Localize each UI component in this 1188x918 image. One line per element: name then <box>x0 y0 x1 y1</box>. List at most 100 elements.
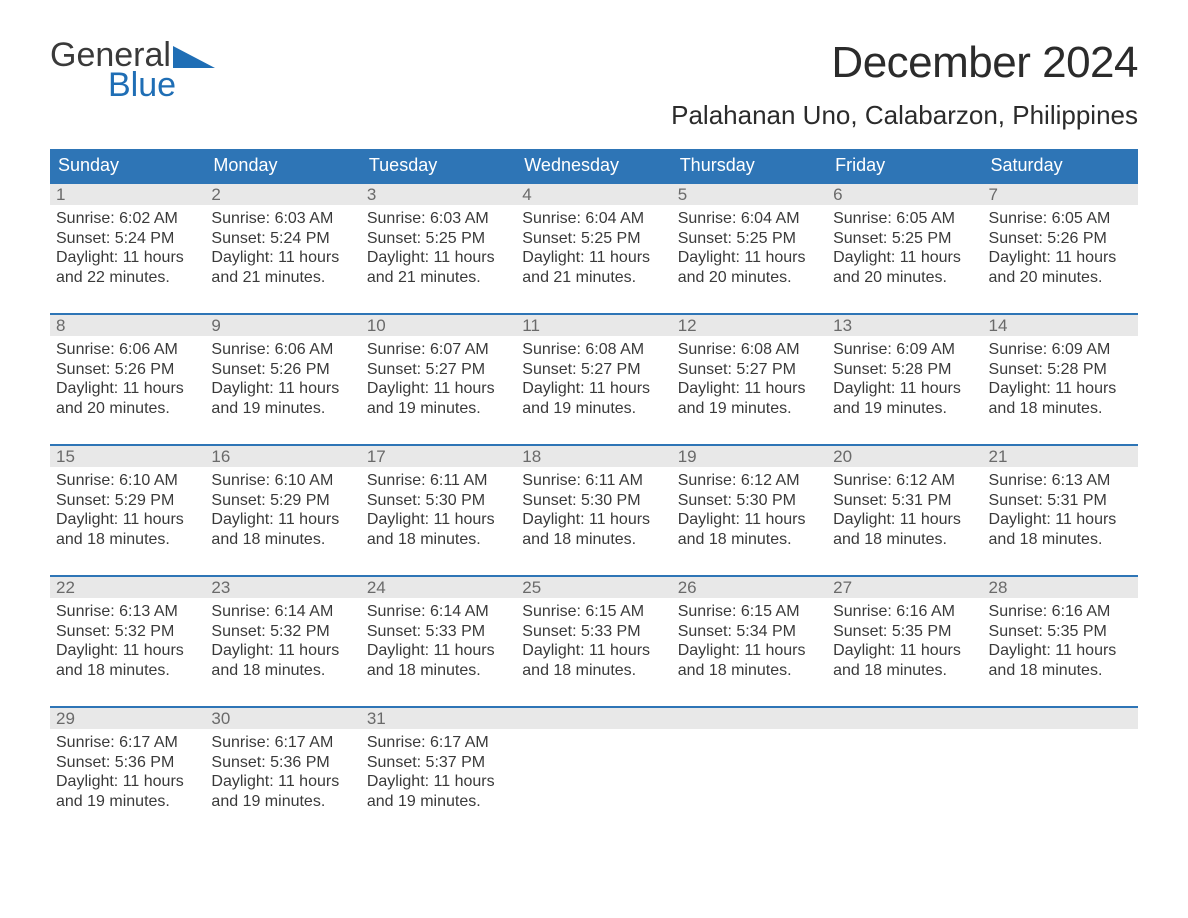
daylight-text-line2: and 18 minutes. <box>678 530 821 550</box>
sunrise-text: Sunrise: 6:03 AM <box>211 209 354 229</box>
sunset-text: Sunset: 5:27 PM <box>522 360 665 380</box>
sunset-text: Sunset: 5:35 PM <box>833 622 976 642</box>
sunset-text: Sunset: 5:24 PM <box>211 229 354 249</box>
sunrise-text: Sunrise: 6:06 AM <box>56 340 199 360</box>
day-number: 12 <box>672 315 827 336</box>
daylight-text-line2: and 18 minutes. <box>367 661 510 681</box>
sunset-text: Sunset: 5:28 PM <box>989 360 1132 380</box>
daylight-text-line2: and 19 minutes. <box>833 399 976 419</box>
daylight-text-line2: and 22 minutes. <box>56 268 199 288</box>
week-daynum-row: 22232425262728 <box>50 575 1138 598</box>
daylight-text-line2: and 19 minutes. <box>56 792 199 812</box>
week-daynum-row: 15161718192021 <box>50 444 1138 467</box>
day-of-week-header: Sunday Monday Tuesday Wednesday Thursday… <box>50 149 1138 182</box>
day-cell <box>516 729 671 811</box>
sunset-text: Sunset: 5:25 PM <box>522 229 665 249</box>
page-title: December 2024 <box>671 38 1138 88</box>
sunset-text: Sunset: 5:30 PM <box>522 491 665 511</box>
brand-word-2: Blue <box>108 68 215 102</box>
daylight-text-line1: Daylight: 11 hours <box>211 248 354 268</box>
sunrise-text: Sunrise: 6:16 AM <box>833 602 976 622</box>
calendar: Sunday Monday Tuesday Wednesday Thursday… <box>50 149 1138 811</box>
location-subtitle: Palahanan Uno, Calabarzon, Philippines <box>671 100 1138 131</box>
daylight-text-line1: Daylight: 11 hours <box>522 379 665 399</box>
sunset-text: Sunset: 5:33 PM <box>367 622 510 642</box>
daylight-text-line2: and 18 minutes. <box>833 661 976 681</box>
week-body-row: Sunrise: 6:17 AMSunset: 5:36 PMDaylight:… <box>50 729 1138 811</box>
daylight-text-line1: Daylight: 11 hours <box>367 772 510 792</box>
daylight-text-line1: Daylight: 11 hours <box>989 641 1132 661</box>
header: General Blue December 2024 Palahanan Uno… <box>50 38 1138 131</box>
sunrise-text: Sunrise: 6:04 AM <box>522 209 665 229</box>
dow-tuesday: Tuesday <box>361 149 516 182</box>
daylight-text-line2: and 19 minutes. <box>678 399 821 419</box>
daylight-text-line2: and 19 minutes. <box>367 399 510 419</box>
day-number: 19 <box>672 446 827 467</box>
day-cell <box>983 729 1138 811</box>
day-number: 9 <box>205 315 360 336</box>
daylight-text-line1: Daylight: 11 hours <box>678 248 821 268</box>
daylight-text-line1: Daylight: 11 hours <box>56 772 199 792</box>
daylight-text-line1: Daylight: 11 hours <box>56 248 199 268</box>
daylight-text-line2: and 18 minutes. <box>211 530 354 550</box>
sunset-text: Sunset: 5:27 PM <box>367 360 510 380</box>
day-cell <box>672 729 827 811</box>
day-cell: Sunrise: 6:12 AMSunset: 5:31 PMDaylight:… <box>827 467 982 549</box>
daylight-text-line1: Daylight: 11 hours <box>989 379 1132 399</box>
sunset-text: Sunset: 5:29 PM <box>211 491 354 511</box>
day-cell: Sunrise: 6:11 AMSunset: 5:30 PMDaylight:… <box>516 467 671 549</box>
sunrise-text: Sunrise: 6:15 AM <box>522 602 665 622</box>
daylight-text-line2: and 18 minutes. <box>522 530 665 550</box>
day-cell: Sunrise: 6:16 AMSunset: 5:35 PMDaylight:… <box>983 598 1138 680</box>
daylight-text-line1: Daylight: 11 hours <box>56 510 199 530</box>
week-daynum-row: 891011121314 <box>50 313 1138 336</box>
sunrise-text: Sunrise: 6:09 AM <box>833 340 976 360</box>
day-cell: Sunrise: 6:14 AMSunset: 5:32 PMDaylight:… <box>205 598 360 680</box>
daylight-text-line2: and 18 minutes. <box>56 661 199 681</box>
sunset-text: Sunset: 5:29 PM <box>56 491 199 511</box>
day-number: 23 <box>205 577 360 598</box>
sunrise-text: Sunrise: 6:13 AM <box>989 471 1132 491</box>
day-cell: Sunrise: 6:12 AMSunset: 5:30 PMDaylight:… <box>672 467 827 549</box>
day-number: 11 <box>516 315 671 336</box>
sunrise-text: Sunrise: 6:05 AM <box>833 209 976 229</box>
daylight-text-line2: and 18 minutes. <box>833 530 976 550</box>
brand-logo: General Blue <box>50 38 215 102</box>
day-number: 29 <box>50 708 205 729</box>
daylight-text-line1: Daylight: 11 hours <box>989 248 1132 268</box>
sunrise-text: Sunrise: 6:09 AM <box>989 340 1132 360</box>
sunrise-text: Sunrise: 6:08 AM <box>678 340 821 360</box>
dow-thursday: Thursday <box>672 149 827 182</box>
sunrise-text: Sunrise: 6:10 AM <box>56 471 199 491</box>
day-number: 2 <box>205 184 360 205</box>
sunset-text: Sunset: 5:35 PM <box>989 622 1132 642</box>
daylight-text-line2: and 20 minutes. <box>989 268 1132 288</box>
calendar-week: 22232425262728 Sunrise: 6:13 AM Sunset: 5:… <box>50 575 1138 680</box>
daylight-text-line1: Daylight: 11 hours <box>367 641 510 661</box>
sunrise-text: Sunrise: 6:13 AM <box>56 602 199 622</box>
daylight-text-line1: Daylight: 11 hours <box>367 510 510 530</box>
day-cell: Sunrise: 6:15 AMSunset: 5:34 PMDaylight:… <box>672 598 827 680</box>
day-cell: Sunrise: 6:17 AMSunset: 5:36 PMDaylight:… <box>205 729 360 811</box>
day-cell: Sunrise: 6:08 AMSunset: 5:27 PMDaylight:… <box>672 336 827 418</box>
daylight-text-line1: Daylight: 11 hours <box>678 641 821 661</box>
sunrise-text: Sunrise: 6:14 AM <box>367 602 510 622</box>
daylight-text-line1: Daylight: 11 hours <box>522 248 665 268</box>
daylight-text-line2: and 20 minutes. <box>678 268 821 288</box>
day-number: 6 <box>827 184 982 205</box>
day-number: 8 <box>50 315 205 336</box>
daylight-text-line2: and 21 minutes. <box>367 268 510 288</box>
day-cell: Sunrise: 6:05 AMSunset: 5:26 PMDaylight:… <box>983 205 1138 287</box>
day-number: 15 <box>50 446 205 467</box>
daylight-text-line2: and 18 minutes. <box>989 661 1132 681</box>
day-cell: Sunrise: 6:09 AMSunset: 5:28 PMDaylight:… <box>827 336 982 418</box>
daylight-text-line1: Daylight: 11 hours <box>211 379 354 399</box>
day-number: 1 <box>50 184 205 205</box>
day-number: 5 <box>672 184 827 205</box>
daylight-text-line1: Daylight: 11 hours <box>833 641 976 661</box>
day-cell: Sunrise: 6:05 AMSunset: 5:25 PMDaylight:… <box>827 205 982 287</box>
day-number <box>672 708 827 729</box>
day-number: 18 <box>516 446 671 467</box>
daylight-text-line1: Daylight: 11 hours <box>211 772 354 792</box>
week-daynum-row: 293031 <box>50 706 1138 729</box>
